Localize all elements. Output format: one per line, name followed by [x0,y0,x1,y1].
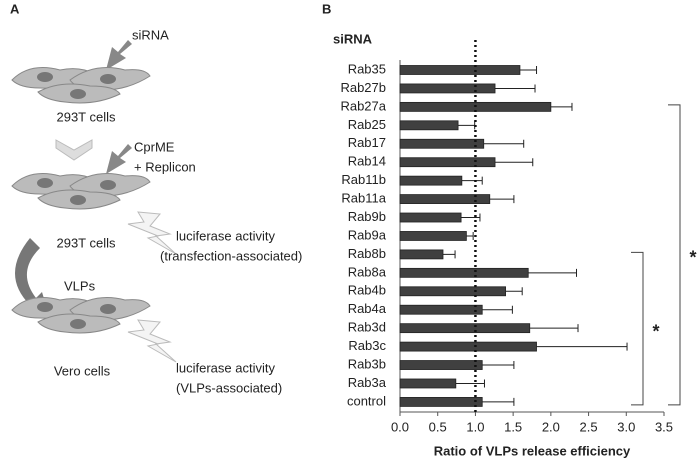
error-bar [495,84,536,93]
bar [399,138,485,149]
y-tick-label: Rab9b [348,209,386,224]
y-tick-label: Rab25 [348,117,386,132]
label: luciferase activity [176,228,275,243]
arrow [15,238,48,312]
bar [399,341,537,352]
label: (VLPs-associated) [176,380,282,395]
error-bar [528,268,578,277]
y-tick-label: Rab8b [348,246,386,261]
x-tick-label: 1.5 [504,419,522,434]
error-bar [519,66,538,74]
x-tick-label: 2.0 [542,419,560,434]
signal-icon [127,319,177,363]
arrow [106,144,132,174]
y-tick-label: Rab35 [348,61,386,76]
label: VLPs [64,278,96,293]
error-bar [461,176,483,185]
y-tick-label: Rab17 [348,135,386,150]
error-bar [482,305,513,314]
panel-label: A [10,1,20,16]
label: + Replicon [134,159,196,174]
error-bar [529,324,579,333]
panel-label: B [322,1,331,16]
bar [399,360,483,370]
nuclei [37,302,116,329]
bar [399,378,457,389]
error-bar [550,102,573,111]
diagram: A siRNA 293T cells CprME + Replicon 293T… [10,1,302,395]
label: 293T cells [56,109,116,124]
bar [399,286,506,297]
y-tick-label: Rab3c [348,338,386,353]
bar [399,83,496,94]
x-tick-label: 0.0 [391,419,409,434]
nuclei [37,178,116,205]
bar [399,175,463,186]
label: siRNA [132,27,169,42]
y-tick-label: Rab27b [340,80,386,95]
error-bar [458,121,476,130]
y-tick-label: Rab3d [348,320,386,335]
x-tick-label: 3.5 [655,419,673,434]
y-tick-label: Rab9a [348,227,387,242]
error-bar [489,195,515,204]
x-tick-label: 0.5 [429,419,447,434]
signal-icon [127,211,177,255]
bar [399,120,459,131]
y-tick-label: Rab3b [348,356,386,371]
bar [399,323,531,334]
bracket [631,251,644,406]
cells [11,173,151,210]
y-tick-label: Rab8a [348,264,387,279]
label: CprME [134,139,175,154]
bar [399,212,462,223]
category-header: siRNA [333,31,373,46]
y-tick-label: Rab27a [340,98,386,113]
bar [399,304,483,315]
x-tick-label: 3.0 [617,419,635,434]
y-tick-label: Rab11a [341,191,386,206]
arrow [106,40,132,70]
y-tick-label: control [347,393,386,408]
bar [399,267,529,278]
bar [399,65,521,75]
label: 293T cells [56,235,116,250]
bar [399,157,496,168]
label: (transfection-associated) [160,248,302,263]
y-tick-label: Rab4b [348,283,386,298]
bar [399,249,444,260]
y-tick-label: Rab11b [341,172,386,187]
error-bar [455,379,485,388]
x-axis-title: Ratio of VLPs release efficiency [434,443,631,458]
x-tick-label: 1.0 [466,419,484,434]
error-bar [536,342,628,351]
error-bar [482,361,515,370]
label: luciferase activity [176,360,275,375]
error-bar [442,250,456,259]
bracket [668,104,681,406]
bar [399,397,483,407]
y-tick-label: Rab3a [348,375,387,390]
y-tick-label: Rab4a [348,301,387,316]
error-bar [482,397,515,406]
nuclei [37,72,116,99]
error-bar [461,213,481,222]
error-bar [483,139,525,148]
x-tick-label: 2.5 [580,419,598,434]
arrow [55,139,93,161]
chart: B siRNA Ratio of VLPs release efficiency… [322,1,697,458]
y-tick-label: Rab14 [348,154,386,169]
bar [399,231,467,241]
label: Vero cells [54,363,111,378]
error-bar [505,287,523,296]
error-bar [466,231,474,240]
significance-label: * [652,321,659,341]
significance-label: * [689,248,696,268]
error-bar [495,158,534,167]
